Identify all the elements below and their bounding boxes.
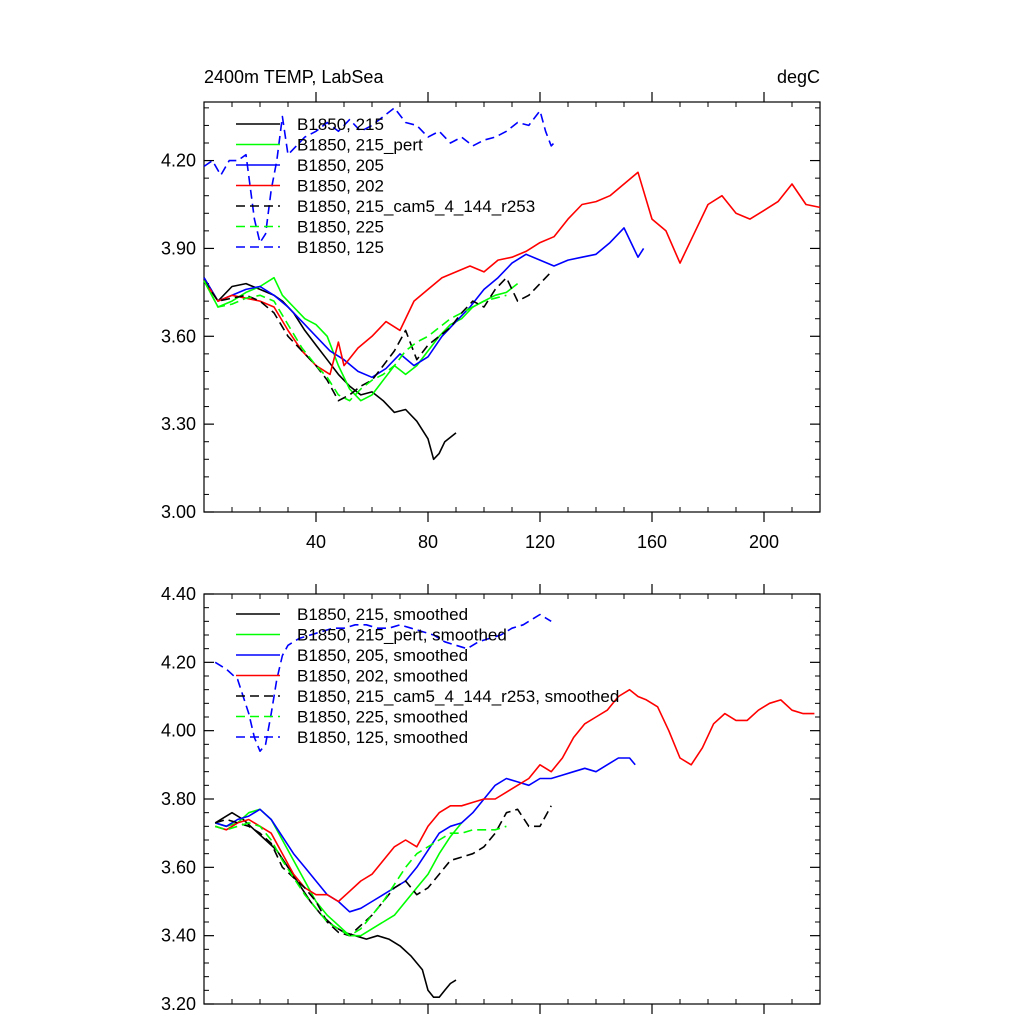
y-tick-label: 4.20 xyxy=(161,151,196,171)
chart-panel-smoothed: 3.20 3.40 3.60 3.80 4.00 4.20 4.40 B1850, 215,… xyxy=(161,584,821,1014)
legend-label: B1850, 215_cam5_4_144_r253 xyxy=(297,197,535,216)
series-line xyxy=(203,277,457,461)
chart-panel-raw: 2400m TEMP, LabSea degC 40 80 120 160 200 3.0… xyxy=(161,67,821,552)
legend-label: B1850, 215_cam5_4_144_r253, smoothed xyxy=(297,687,619,706)
x-tick-label: 40 xyxy=(306,532,326,552)
series-line xyxy=(214,757,636,913)
y-tick-label: 3.60 xyxy=(161,857,196,877)
series-line xyxy=(214,688,815,903)
y-tick-label: 4.20 xyxy=(161,652,196,672)
x-tick-label: 80 xyxy=(418,532,438,552)
x-tick-label: 120 xyxy=(525,532,555,552)
x-tick-label: 200 xyxy=(749,532,779,552)
legend-label: B1850, 205, smoothed xyxy=(297,646,468,665)
series-group xyxy=(203,107,821,461)
series-line xyxy=(214,613,552,753)
y-tick-label: 4.40 xyxy=(161,584,196,604)
series-line xyxy=(214,822,507,937)
legend-label: B1850, 125 xyxy=(297,238,384,257)
legend-label: B1850, 202 xyxy=(297,177,384,196)
series-line xyxy=(203,227,645,379)
legend-label: B1850, 215 xyxy=(297,115,384,134)
y-tick-label: 3.60 xyxy=(161,326,196,346)
axis-ticks: 40 80 120 160 200 3.00 3.30 3.60 3.90 4.20 xyxy=(161,92,820,552)
y-tick-label: 3.00 xyxy=(161,502,196,522)
y-tick-label: 3.40 xyxy=(161,926,196,946)
y-tick-label: 3.20 xyxy=(161,994,196,1014)
series-line xyxy=(203,271,552,402)
panel-title-right: degC xyxy=(777,67,820,87)
legend-label: B1850, 202, smoothed xyxy=(297,667,468,686)
y-tick-label: 3.80 xyxy=(161,789,196,809)
x-tick-label: 160 xyxy=(637,532,667,552)
series-line xyxy=(214,808,463,937)
legend-label: B1850, 215_pert, smoothed xyxy=(297,626,507,645)
legend-label: B1850, 225 xyxy=(297,218,384,237)
panel-title-left: 2400m TEMP, LabSea xyxy=(204,67,384,87)
series-line xyxy=(203,280,507,402)
series-line xyxy=(203,107,558,244)
series-line xyxy=(214,805,552,937)
legend: B1850, 215, smoothed B1850, 215_pert, smo… xyxy=(236,605,619,747)
legend-label: B1850, 225, smoothed xyxy=(297,708,468,727)
legend-label: B1850, 125, smoothed xyxy=(297,728,468,747)
y-tick-label: 3.30 xyxy=(161,414,196,434)
legend-label: B1850, 205 xyxy=(297,156,384,175)
axis-ticks: 3.20 3.40 3.60 3.80 4.00 4.20 4.40 xyxy=(161,584,820,1014)
legend-label: B1850, 215, smoothed xyxy=(297,605,468,624)
legend-label: B1850, 215_pert xyxy=(297,136,423,155)
series-line xyxy=(203,276,519,402)
y-tick-label: 3.90 xyxy=(161,238,196,258)
y-tick-label: 4.00 xyxy=(161,721,196,741)
series-group xyxy=(214,613,815,999)
